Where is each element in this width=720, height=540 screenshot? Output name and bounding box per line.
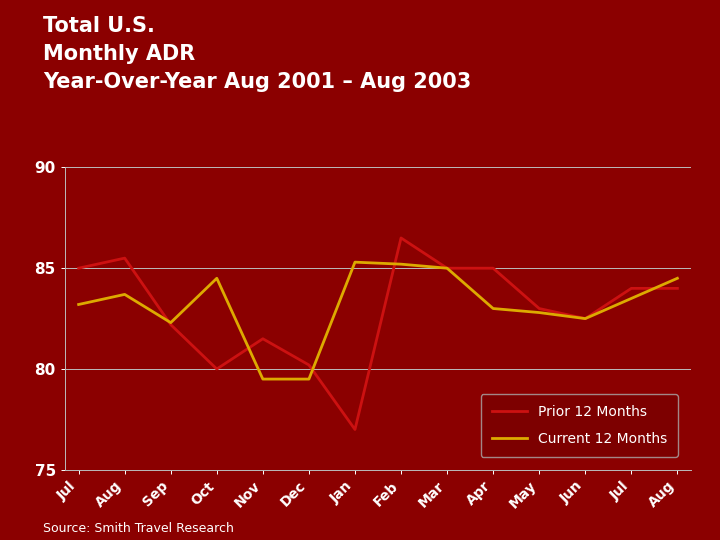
Text: Total U.S.
Monthly ADR
Year-Over-Year Aug 2001 – Aug 2003: Total U.S. Monthly ADR Year-Over-Year Au…: [43, 16, 472, 92]
Text: Source: Smith Travel Research: Source: Smith Travel Research: [43, 522, 234, 535]
Legend: Prior 12 Months, Current 12 Months: Prior 12 Months, Current 12 Months: [481, 394, 678, 457]
